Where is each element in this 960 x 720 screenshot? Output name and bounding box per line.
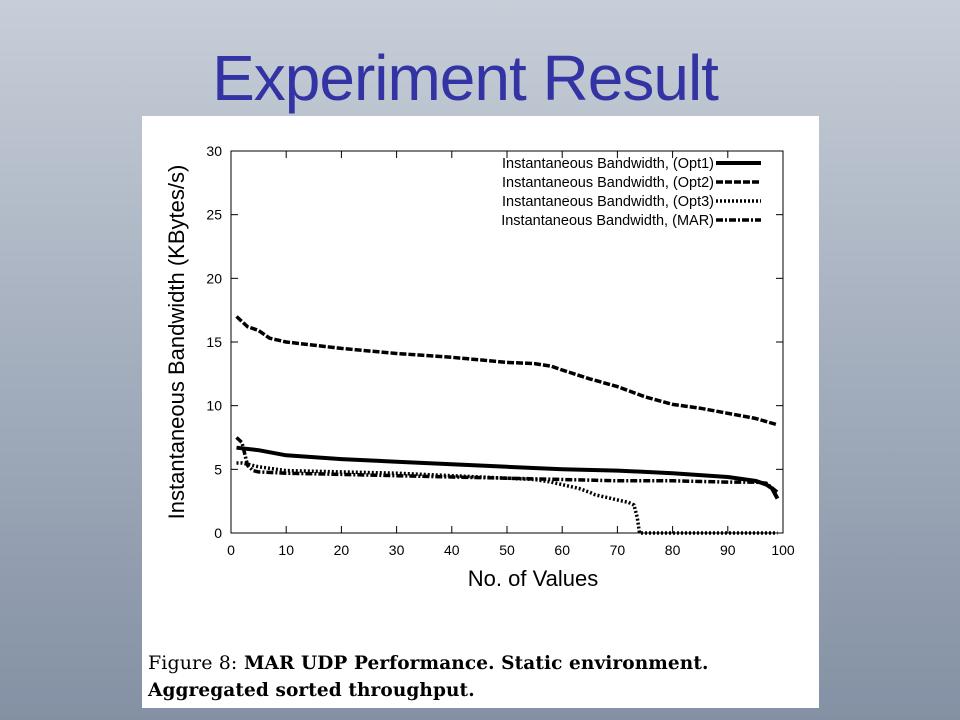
x-tick-label: 50 bbox=[499, 542, 515, 558]
figure-caption: Figure 8: MAR UDP Performance. Static en… bbox=[148, 650, 816, 704]
x-axis-label: No. of Values bbox=[468, 566, 598, 591]
series-line-2 bbox=[235, 315, 778, 427]
x-ticks: 0 10 20 30 40 50 60 70 80 90 100 bbox=[227, 151, 795, 558]
x-tick-label: 10 bbox=[278, 542, 294, 558]
x-tick-label: 40 bbox=[444, 542, 460, 558]
slide-title: Experiment Result bbox=[212, 42, 719, 114]
series-lines bbox=[235, 315, 780, 535]
caption-line-2: Aggregated sorted throughput. bbox=[148, 680, 475, 701]
series-line-4 bbox=[235, 436, 779, 494]
y-ticks: 0 5 10 15 20 25 30 bbox=[206, 143, 783, 541]
legend-label-3: Instantaneous Bandwidth, (Opt3) bbox=[502, 194, 714, 210]
series-line-1 bbox=[236, 445, 780, 500]
y-tick-label: 0 bbox=[214, 525, 222, 541]
figure-panel: 0 5 10 15 20 25 30 0 10 20 30 40 50 60 70 80 90 100 Inst… bbox=[142, 116, 819, 708]
caption-text-1: MAR UDP Performance. Static environment. bbox=[243, 653, 709, 674]
caption-line-1: Figure 8: MAR UDP Performance. Static en… bbox=[148, 650, 816, 677]
y-tick-label: 15 bbox=[206, 334, 222, 350]
x-tick-label: 0 bbox=[227, 542, 235, 558]
caption-figure-label: Figure 8: bbox=[148, 652, 238, 674]
y-tick-label: 20 bbox=[206, 270, 222, 286]
y-tick-label: 25 bbox=[206, 207, 222, 223]
x-tick-label: 90 bbox=[720, 542, 736, 558]
x-tick-label: 80 bbox=[665, 542, 681, 558]
x-tick-label: 100 bbox=[771, 542, 795, 558]
x-tick-label: 20 bbox=[334, 542, 350, 558]
bandwidth-chart: 0 5 10 15 20 25 30 0 10 20 30 40 50 60 70 80 90 100 Inst… bbox=[164, 143, 795, 591]
series-line-3 bbox=[236, 461, 778, 535]
legend-label-1: Instantaneous Bandwidth, (Opt1) bbox=[502, 156, 714, 172]
y-tick-label: 30 bbox=[206, 143, 222, 159]
x-tick-label: 70 bbox=[610, 542, 626, 558]
legend: Instantaneous Bandwidth, (Opt1) Instantan… bbox=[501, 156, 761, 229]
x-tick-label: 60 bbox=[554, 542, 570, 558]
y-axis-label: Instantaneous Bandwidth (KBytes/s) bbox=[164, 165, 189, 520]
x-tick-label: 30 bbox=[389, 542, 405, 558]
y-tick-label: 10 bbox=[206, 398, 222, 414]
y-tick-label: 5 bbox=[214, 461, 222, 477]
legend-label-4: Instantaneous Bandwidth, (MAR) bbox=[501, 213, 714, 229]
legend-label-2: Instantaneous Bandwidth, (Opt2) bbox=[502, 175, 714, 191]
